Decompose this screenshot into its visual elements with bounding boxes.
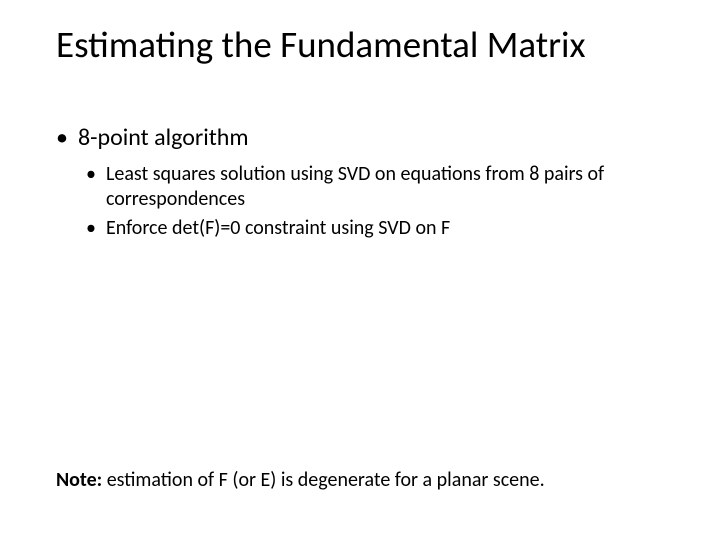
bullet-l2-text: Least squares solution using SVD on equa… <box>106 162 664 212</box>
slide-title: Estimating the Fundamental Matrix <box>56 24 664 67</box>
bullet-l2-text: Enforce det(F)=0 constraint using SVD on… <box>106 216 450 241</box>
bullet-mark-icon: • <box>86 162 96 187</box>
note-label: Note: <box>56 468 102 492</box>
bullet-level-2: • Least squares solution using SVD on eq… <box>86 162 664 212</box>
bullet-mark-icon: • <box>86 216 96 241</box>
slide-container: Estimating the Fundamental Matrix • 8-po… <box>0 0 720 540</box>
slide-note: Note: estimation of F (or E) is degenera… <box>56 468 664 492</box>
note-text: estimation of F (or E) is degenerate for… <box>102 468 544 492</box>
bullet-level-2: • Enforce det(F)=0 constraint using SVD … <box>86 216 664 241</box>
bullet-l1-text: 8-point algorithm <box>78 123 249 152</box>
slide-content: • 8-point algorithm • Least squares solu… <box>56 123 664 241</box>
bullet-level-1: • 8-point algorithm <box>56 123 664 152</box>
bullet-mark-icon: • <box>56 123 68 152</box>
